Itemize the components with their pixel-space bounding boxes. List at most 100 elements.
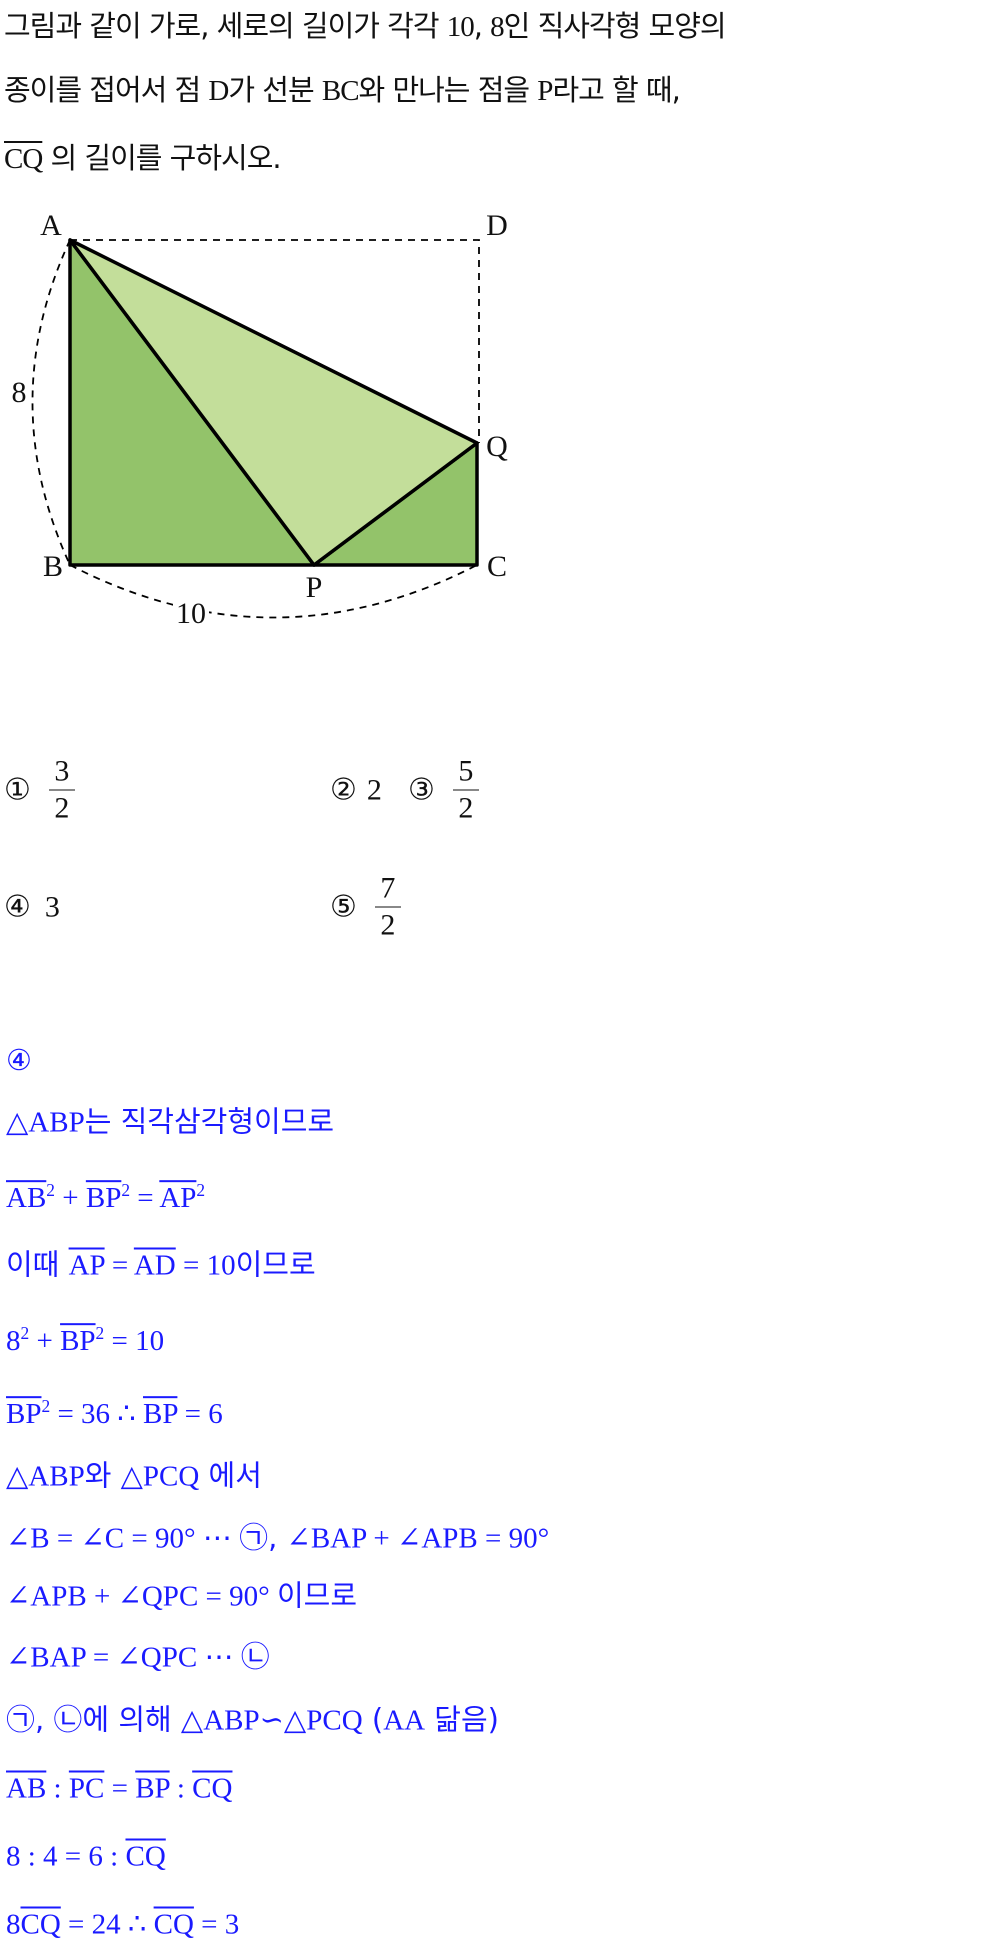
segment-overline: PC (68, 1772, 105, 1805)
segment-overline: AP (159, 1181, 197, 1214)
text: ④ (6, 1043, 32, 1077)
denominator: 2 (458, 791, 474, 825)
text: ㉡ (240, 1639, 270, 1674)
text: 이므로 (276, 1578, 358, 1613)
superscript: 2 (46, 1180, 55, 1201)
math-text: 8 (490, 11, 504, 43)
superscript: 2 (95, 1323, 105, 1344)
math-text: BC (321, 75, 360, 107)
segment-overline: CQ (192, 1772, 233, 1805)
label-width: 10 (173, 597, 209, 631)
segment-overline: AP (68, 1249, 105, 1282)
text: 그림과 같이 가로, 세로의 길이가 각각 (4, 9, 447, 43)
math-text: = (104, 1772, 136, 1805)
label-a: A (40, 209, 62, 242)
denominator: 2 (380, 908, 396, 942)
segment-overline: CQ (125, 1840, 166, 1873)
choice-mark: ④ (4, 889, 31, 925)
segment-overline: BP (60, 1324, 96, 1357)
solution-line: ∠B = ∠C = 90° ⋯ ㉠, ∠BAP + ∠APB = 90° (6, 1520, 549, 1557)
solution-line: ∠BAP = ∠QPC ⋯ ㉡ (6, 1639, 270, 1676)
math-text: = 10 (104, 1324, 165, 1357)
segment-overline: CQ (153, 1908, 194, 1941)
math-text: = 36 ∴ (50, 1397, 143, 1430)
math-text: P (537, 75, 553, 107)
solution-line: △ABP는 직각삼각형이므로 (6, 1104, 334, 1141)
choice-mark: ⑤ (330, 889, 357, 925)
label-c: C (486, 550, 508, 583)
text: 인 직사각형 모양의 (503, 9, 727, 43)
text: 종이를 접어서 점 (4, 73, 209, 107)
label-p: P (305, 571, 323, 604)
math-text: = 24 ∴ (60, 1908, 154, 1941)
math-text: △ABP∽△PCQ (180, 1704, 363, 1737)
math-text: D (208, 75, 229, 107)
numerator: 5 (458, 754, 474, 788)
math-text: 8 (6, 1324, 21, 1357)
numerator: 7 (380, 871, 396, 905)
text: 와 (84, 1458, 121, 1493)
segment-overline: AD (133, 1249, 176, 1282)
solution-line: ④ (6, 1042, 32, 1078)
text: 와 만나는 점을 (358, 73, 538, 107)
choice-mark: ③ (408, 772, 435, 808)
math-text: 8 : 4 = 6 : (6, 1840, 126, 1873)
superscript: 2 (121, 1180, 131, 1201)
math-text: = 6 (177, 1397, 223, 1430)
math-text: + (55, 1181, 86, 1214)
math-text: : (169, 1772, 193, 1805)
text: , (473, 9, 491, 43)
folded-triangle-apq (68, 238, 479, 567)
choice-4[interactable]: ④ 3 (4, 890, 60, 925)
segment-overline: BP (143, 1397, 178, 1430)
math-text: ∠BAP + ∠APB = 90° (286, 1522, 550, 1555)
math-text: 10 (446, 11, 475, 43)
math-text: ∠BAP = ∠QPC ⋯ (6, 1641, 241, 1674)
superscript: 2 (196, 1180, 206, 1201)
math-text: + (29, 1324, 61, 1357)
math-text: △ABP (6, 1460, 85, 1493)
original-edge-dashed (70, 239, 480, 443)
choice-mark: ② (330, 772, 357, 808)
math-text: △PCQ (120, 1460, 200, 1493)
label-d: D (486, 209, 508, 242)
superscript: 2 (41, 1396, 51, 1417)
label-b: B (42, 550, 64, 583)
segment-overline: AB (6, 1181, 47, 1214)
choice-mark: ① (4, 772, 31, 808)
solution-line: 82 + BP2 = 10 (6, 1315, 164, 1359)
question-line: 종이를 접어서 점 D가 선분 BC와 만나는 점을 P라고 할 때, (4, 72, 681, 109)
math-text: = 3 (193, 1908, 240, 1941)
math-text: AA (383, 1704, 426, 1737)
text: 이므로 (235, 1247, 316, 1282)
math-text: = 10 (175, 1249, 236, 1282)
width-arc (69, 564, 478, 619)
solution-line: AB : PC = BP : CQ (6, 1770, 232, 1807)
text: 라고 할 때, (552, 73, 680, 107)
segment-overline: AB (6, 1772, 47, 1805)
fraction-bar (452, 789, 479, 791)
solution-line: BP2 = 36 ∴ BP = 6 (6, 1388, 223, 1432)
label-q: Q (486, 430, 508, 463)
math-text: △ABP (6, 1106, 85, 1139)
text: 에서 (199, 1458, 262, 1493)
text: ( (362, 1702, 384, 1737)
choice-2[interactable]: ② 2 (330, 773, 382, 808)
denominator: 2 (54, 791, 70, 825)
solution-line: ㉠, ㉡에 의해 △ABP∽△PCQ (AA 닮음) (6, 1702, 499, 1739)
math-text: 8 (6, 1908, 21, 1941)
text: ㉠, (239, 1520, 287, 1555)
fraction-bar (48, 789, 75, 791)
question-line: CQ 의 길이를 구하시오. (4, 140, 282, 177)
folded-rectangle-diagram (31, 238, 480, 619)
superscript: 2 (20, 1323, 30, 1344)
text: 이때 (6, 1247, 69, 1282)
solution-line: 이때 AP = AD = 10이므로 (6, 1247, 316, 1284)
choice-value: 2 (366, 773, 382, 806)
